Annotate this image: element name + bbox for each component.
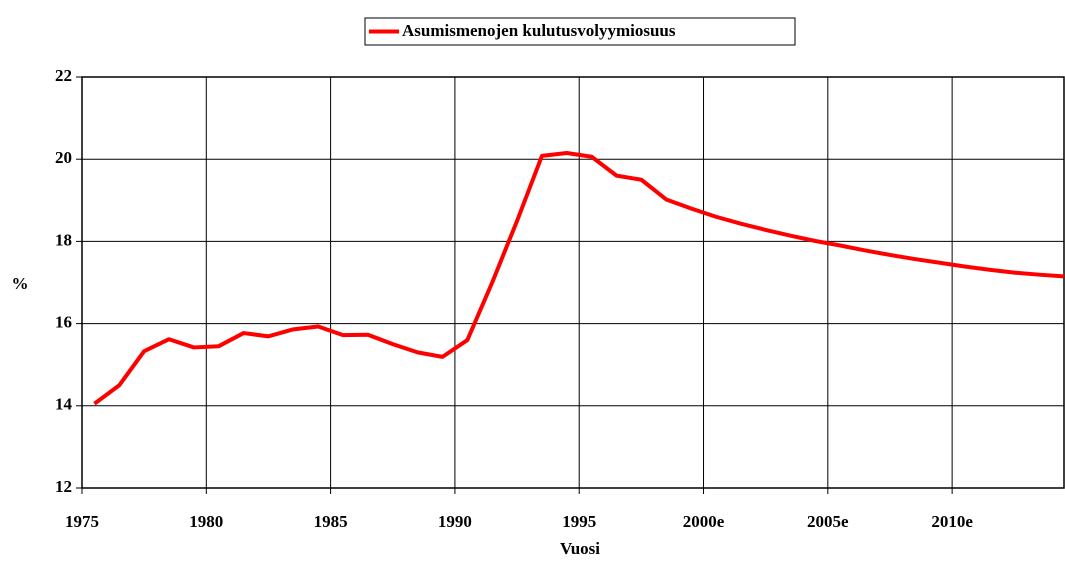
y-tick-label: 18 <box>55 230 72 249</box>
x-axis-label: Vuosi <box>560 539 600 558</box>
y-tick-label: 20 <box>55 148 72 167</box>
y-tick-label: 22 <box>55 66 72 85</box>
y-tick-label: 14 <box>55 395 73 414</box>
x-tick-label: 1995 <box>562 512 596 531</box>
y-axis-label: % <box>12 274 29 293</box>
x-tick-label: 1990 <box>438 512 472 531</box>
y-tick-label: 12 <box>55 477 72 496</box>
legend-label: Asumismenojen kulutusvolyymiosuus <box>402 21 676 40</box>
plot-frame <box>81 76 1065 489</box>
y-tick-label: 16 <box>55 313 72 332</box>
x-tick-label: 1980 <box>189 512 223 531</box>
x-tick-label: 2000e <box>683 512 725 531</box>
x-tick-label: 2010e <box>931 512 973 531</box>
x-tick-label: 1975 <box>65 512 99 531</box>
x-tick-label: 2005e <box>807 512 849 531</box>
legend-box <box>364 17 796 46</box>
data-line <box>93 151 1065 406</box>
x-tick-label: 1985 <box>314 512 348 531</box>
